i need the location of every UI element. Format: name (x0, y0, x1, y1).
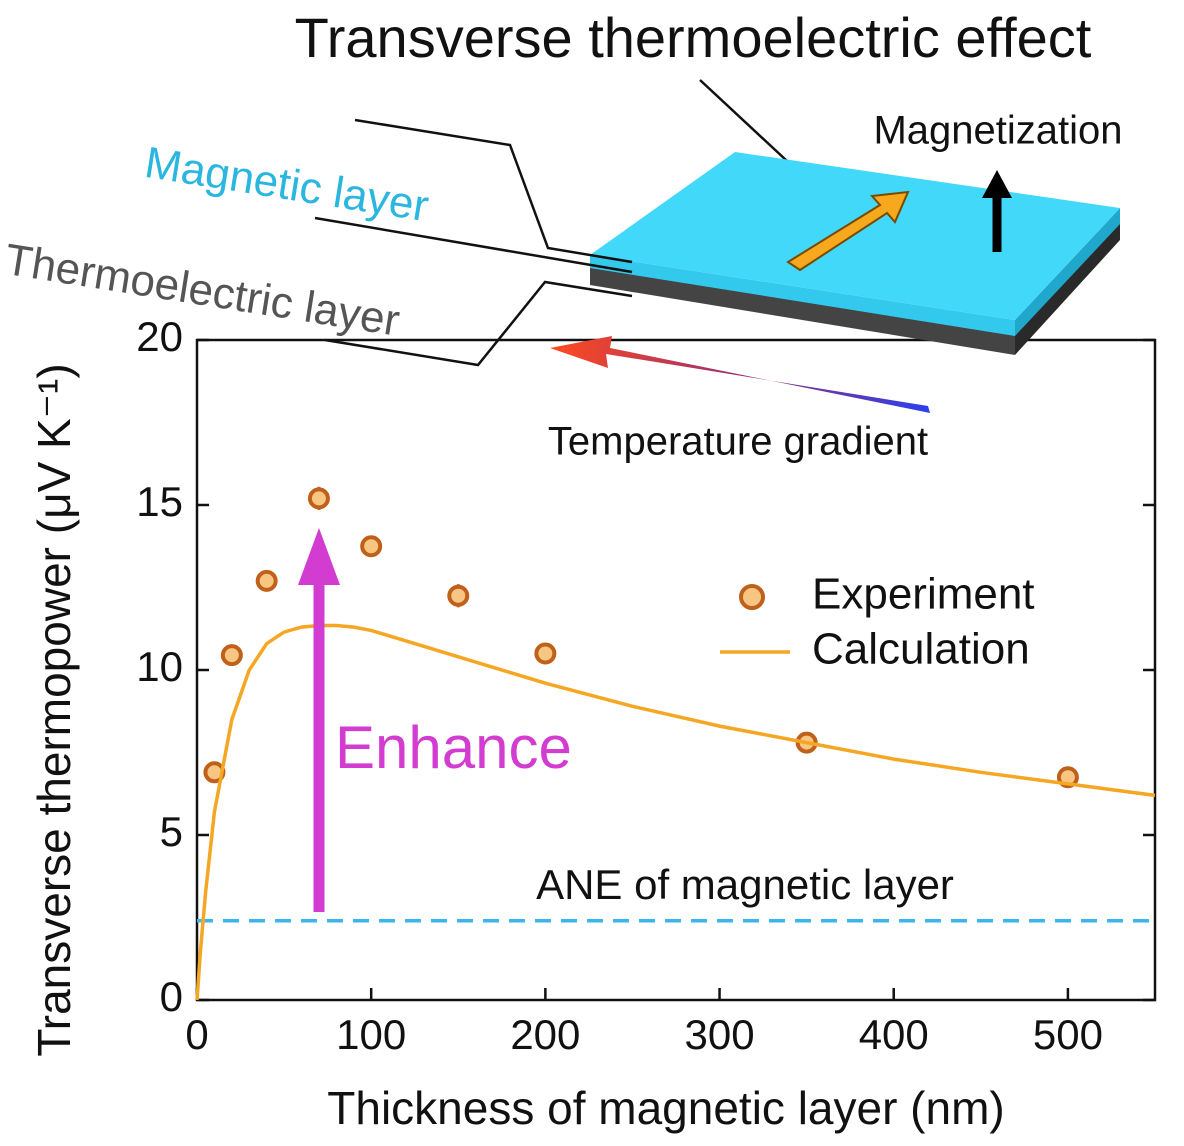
temperature-gradient-arrow (550, 336, 930, 413)
experiment-point (362, 537, 380, 555)
magnetization-label: Magnetization (873, 109, 1122, 153)
magnetization-arrowhead (982, 170, 1012, 198)
x-tick-label: 500 (1033, 1011, 1103, 1058)
x-tick-label: 200 (510, 1011, 580, 1058)
x-tick-label: 400 (859, 1011, 929, 1058)
enhance-arrowhead (298, 528, 340, 585)
x-tick-label: 300 (685, 1011, 755, 1058)
legend: Experiment Calculation (720, 570, 1035, 674)
enhance-annotation: Enhance (298, 528, 572, 912)
enhance-label: Enhance (335, 714, 572, 781)
experiment-point (536, 645, 554, 663)
experiment-point (310, 489, 328, 507)
temperature-gradient-label: Temperature gradient (548, 420, 928, 464)
experiment-point (449, 587, 467, 605)
magnetic-layer-label: Magnetic layer (142, 138, 432, 231)
y-tick-label: 5 (160, 808, 183, 855)
y-tick-label: 0 (160, 973, 183, 1020)
reference-label: ANE of magnetic layer (536, 861, 954, 908)
schematic: Transverse thermoelectric effect Magneti… (2, 6, 1123, 464)
y-tick-label: 15 (136, 478, 183, 525)
legend-marker (741, 586, 763, 608)
y-tick-label: 10 (136, 643, 183, 690)
thermoelectric-layer-label: Thermoelectric layer (2, 235, 403, 346)
calculation-line (197, 625, 1155, 1000)
y-tick-label: 20 (136, 313, 183, 360)
legend-label: Calculation (812, 625, 1030, 674)
experiment-point (223, 646, 241, 664)
legend-label: Experiment (812, 570, 1035, 619)
y-axis-label: Transverse thermopower (μV K⁻¹) (28, 363, 80, 1056)
x-tick-label: 100 (336, 1011, 406, 1058)
x-tick-label: 0 (185, 1011, 208, 1058)
experiment-point (258, 572, 276, 590)
schematic-title: Transverse thermoelectric effect (295, 6, 1092, 69)
x-axis-label: Thickness of magnetic layer (nm) (327, 1082, 1004, 1134)
figure: 051015200100200300400500Thickness of mag… (0, 0, 1184, 1146)
leader-line (315, 218, 632, 272)
